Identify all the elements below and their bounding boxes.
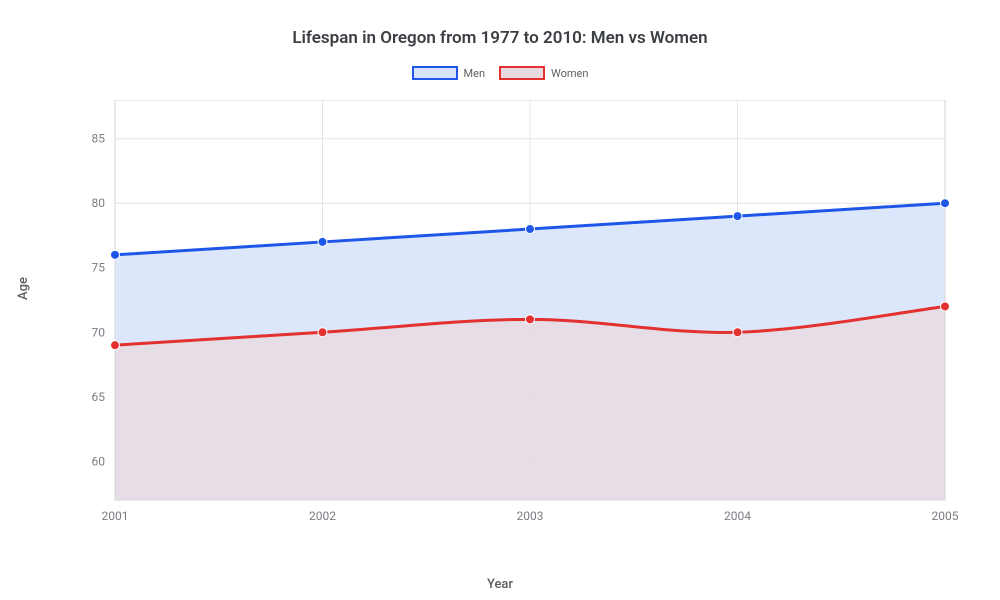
legend-item-women[interactable]: Women	[499, 66, 588, 80]
y-tick-label: 70	[92, 325, 106, 339]
x-tick-label: 2002	[309, 509, 336, 523]
marker-men[interactable]	[526, 225, 535, 234]
chart-container: Lifespan in Oregon from 1977 to 2010: Me…	[0, 0, 1000, 600]
y-tick-label: 75	[92, 261, 106, 275]
marker-men[interactable]	[111, 250, 120, 259]
plot-area: 60 65 70 75 80 85 2001 2002 2003 2004 2005	[60, 100, 960, 530]
y-axis-title: Age	[16, 277, 31, 300]
marker-men[interactable]	[318, 237, 327, 246]
marker-men[interactable]	[733, 212, 742, 221]
legend: Men Women	[0, 66, 1000, 80]
marker-women[interactable]	[526, 315, 535, 324]
x-tick-label: 2001	[102, 509, 129, 523]
chart-svg: 60 65 70 75 80 85 2001 2002 2003 2004 2005	[60, 100, 960, 530]
marker-women[interactable]	[111, 341, 120, 350]
x-axis-title: Year	[0, 577, 1000, 592]
y-tick-label: 80	[92, 196, 106, 210]
marker-women[interactable]	[733, 328, 742, 337]
marker-men[interactable]	[941, 199, 950, 208]
legend-swatch-women	[499, 66, 545, 80]
y-tick-label: 65	[92, 390, 106, 404]
x-tick-label: 2003	[517, 509, 544, 523]
legend-item-men[interactable]: Men	[412, 66, 486, 80]
legend-label-men: Men	[464, 67, 486, 80]
legend-swatch-men	[412, 66, 458, 80]
x-tick-label: 2004	[724, 509, 751, 523]
marker-women[interactable]	[318, 328, 327, 337]
legend-label-women: Women	[551, 67, 588, 80]
marker-women[interactable]	[941, 302, 950, 311]
y-tick-label: 60	[92, 454, 106, 468]
chart-title: Lifespan in Oregon from 1977 to 2010: Me…	[0, 0, 1000, 48]
y-tick-label: 85	[92, 132, 106, 146]
x-tick-label: 2005	[932, 509, 959, 523]
